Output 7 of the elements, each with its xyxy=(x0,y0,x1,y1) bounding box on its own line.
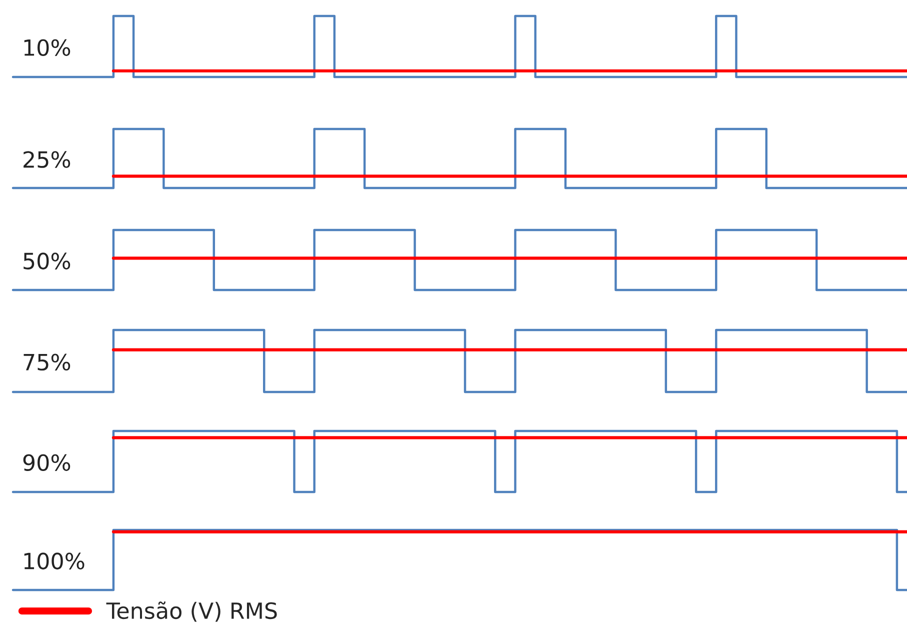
y-axis-title: 90% xyxy=(23,454,70,471)
legend-label: Tensão (V) RMS xyxy=(106,602,277,622)
y-axis-title: 100% xyxy=(24,552,84,570)
y-axis-title: 10% xyxy=(24,39,70,56)
y-axis-title: 25% xyxy=(24,151,70,168)
y-axis-title: 75% xyxy=(24,354,70,371)
y-axis-title: 50% xyxy=(24,252,70,270)
